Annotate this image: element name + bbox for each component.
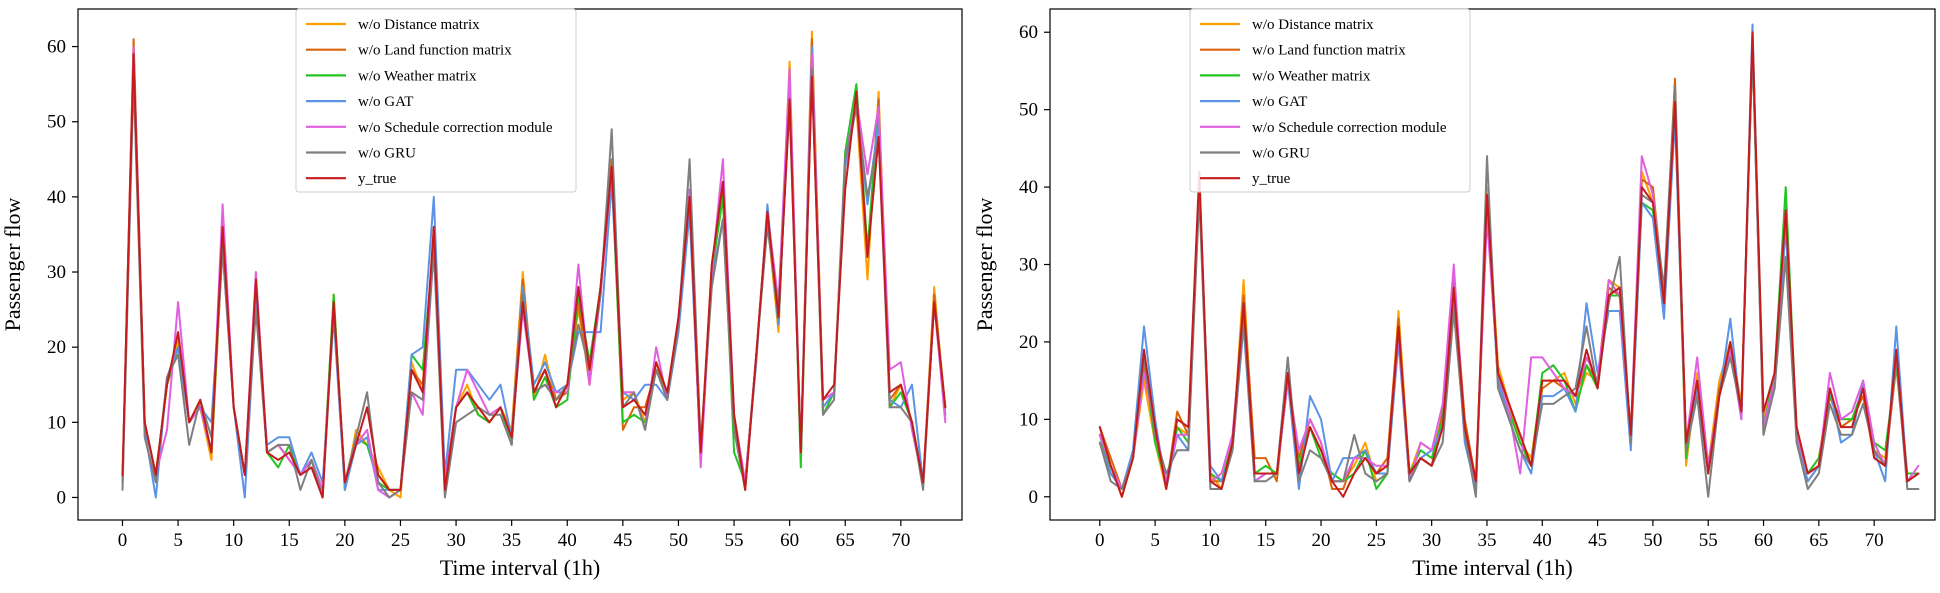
- x-axis-title: Time interval (1h): [440, 555, 601, 580]
- legend-box: [1189, 8, 1471, 193]
- y-tick-label: 10: [47, 412, 66, 433]
- series-lines: [1098, 23, 1920, 498]
- y-tick-label: 20: [47, 337, 66, 358]
- legend-label: w/o Schedule correction module: [1252, 120, 1447, 136]
- x-tick-label: 25: [391, 530, 410, 551]
- x-tick-label: 70: [891, 530, 910, 551]
- x-tick-label: 5: [1150, 530, 1160, 551]
- y-tick-label: 30: [1019, 255, 1038, 276]
- x-tick-label: 50: [1643, 530, 1662, 551]
- x-tick-label: 65: [836, 530, 855, 551]
- y-axis-title: Passenger flow: [0, 197, 25, 331]
- y-tick-label: 20: [1019, 332, 1038, 353]
- y-tick-label: 40: [1019, 177, 1038, 198]
- x-tick-label: 35: [1477, 530, 1496, 551]
- x-tick-label: 0: [1095, 530, 1105, 551]
- y-tick-label: 40: [47, 187, 66, 208]
- y-axis: 0 10 20 30 40 50 60: [1019, 22, 1050, 508]
- legend-label: w/o Land function matrix: [1252, 43, 1406, 59]
- x-tick-label: 45: [1588, 530, 1607, 551]
- x-tick-label: 40: [558, 530, 577, 551]
- y-axis: 0 10 20 30 40 50 60: [47, 37, 78, 508]
- legend: w/o Distance matrix w/o Land function mat…: [1189, 8, 1471, 193]
- series-lines: [121, 30, 947, 499]
- x-tick-label: 55: [725, 530, 744, 551]
- y-tick-label: 50: [1019, 100, 1038, 121]
- x-axis: 0 5 10 15 20 25 30 35 40 45 50 55 60 65 70: [118, 520, 910, 551]
- y-tick-label: 50: [47, 112, 66, 133]
- legend-label: w/o Distance matrix: [358, 17, 480, 33]
- legend-label: w/o Weather matrix: [1252, 68, 1371, 84]
- x-tick-label: 10: [224, 530, 243, 551]
- x-tick-label: 0: [118, 530, 128, 551]
- legend-label: y_true: [358, 171, 397, 187]
- legend-label: w/o GAT: [1252, 94, 1307, 110]
- chart-right: 0 5 10 15 20 25 30 35 40 45 50 55 60 65 70 0 10 20 30 40 50 6…: [972, 8, 1936, 580]
- x-tick-label: 55: [1699, 530, 1718, 551]
- legend-label: w/o Weather matrix: [358, 68, 477, 84]
- x-tick-label: 20: [335, 530, 354, 551]
- x-tick-label: 5: [173, 530, 183, 551]
- legend-label: w/o GAT: [358, 94, 413, 110]
- x-tick-label: 70: [1865, 530, 1884, 551]
- x-tick-label: 15: [1256, 530, 1275, 551]
- series-line-6: [121, 53, 947, 499]
- x-tick-label: 25: [1367, 530, 1386, 551]
- legend-label: w/o Distance matrix: [1252, 17, 1374, 33]
- legend-label: w/o Schedule correction module: [358, 120, 553, 136]
- x-tick-label: 30: [447, 530, 466, 551]
- legend-label: w/o GRU: [1252, 146, 1310, 162]
- y-tick-label: 60: [47, 37, 66, 58]
- legend: w/o Distance matrix w/o Land function mat…: [295, 8, 577, 193]
- x-axis-title: Time interval (1h): [1412, 555, 1573, 580]
- x-tick-label: 10: [1201, 530, 1220, 551]
- x-tick-label: 65: [1809, 530, 1828, 551]
- x-tick-label: 45: [613, 530, 632, 551]
- legend-label: y_true: [1252, 171, 1291, 187]
- x-tick-label: 30: [1422, 530, 1441, 551]
- legend-label: w/o GRU: [358, 146, 416, 162]
- y-axis-title: Passenger flow: [972, 197, 997, 331]
- y-tick-label: 60: [1019, 22, 1038, 43]
- x-axis: 0 5 10 15 20 25 30 35 40 45 50 55 60 65 70: [1095, 520, 1884, 551]
- chart-left: 0 5 10 15 20 25 30 35 40 45 50 55 60 65 70 0 10 20 30 40 50 6…: [0, 8, 963, 580]
- x-tick-label: 15: [280, 530, 299, 551]
- legend-box: [295, 8, 577, 193]
- x-tick-label: 40: [1533, 530, 1552, 551]
- x-tick-label: 60: [1754, 530, 1773, 551]
- x-tick-label: 50: [669, 530, 688, 551]
- x-tick-label: 35: [502, 530, 521, 551]
- series-line-6: [1098, 31, 1920, 498]
- y-tick-label: 0: [1029, 487, 1039, 508]
- y-tick-label: 30: [47, 262, 66, 283]
- x-tick-label: 60: [780, 530, 799, 551]
- legend-label: w/o Land function matrix: [358, 43, 512, 59]
- x-tick-label: 20: [1312, 530, 1331, 551]
- y-tick-label: 0: [57, 487, 67, 508]
- y-tick-label: 10: [1019, 409, 1038, 430]
